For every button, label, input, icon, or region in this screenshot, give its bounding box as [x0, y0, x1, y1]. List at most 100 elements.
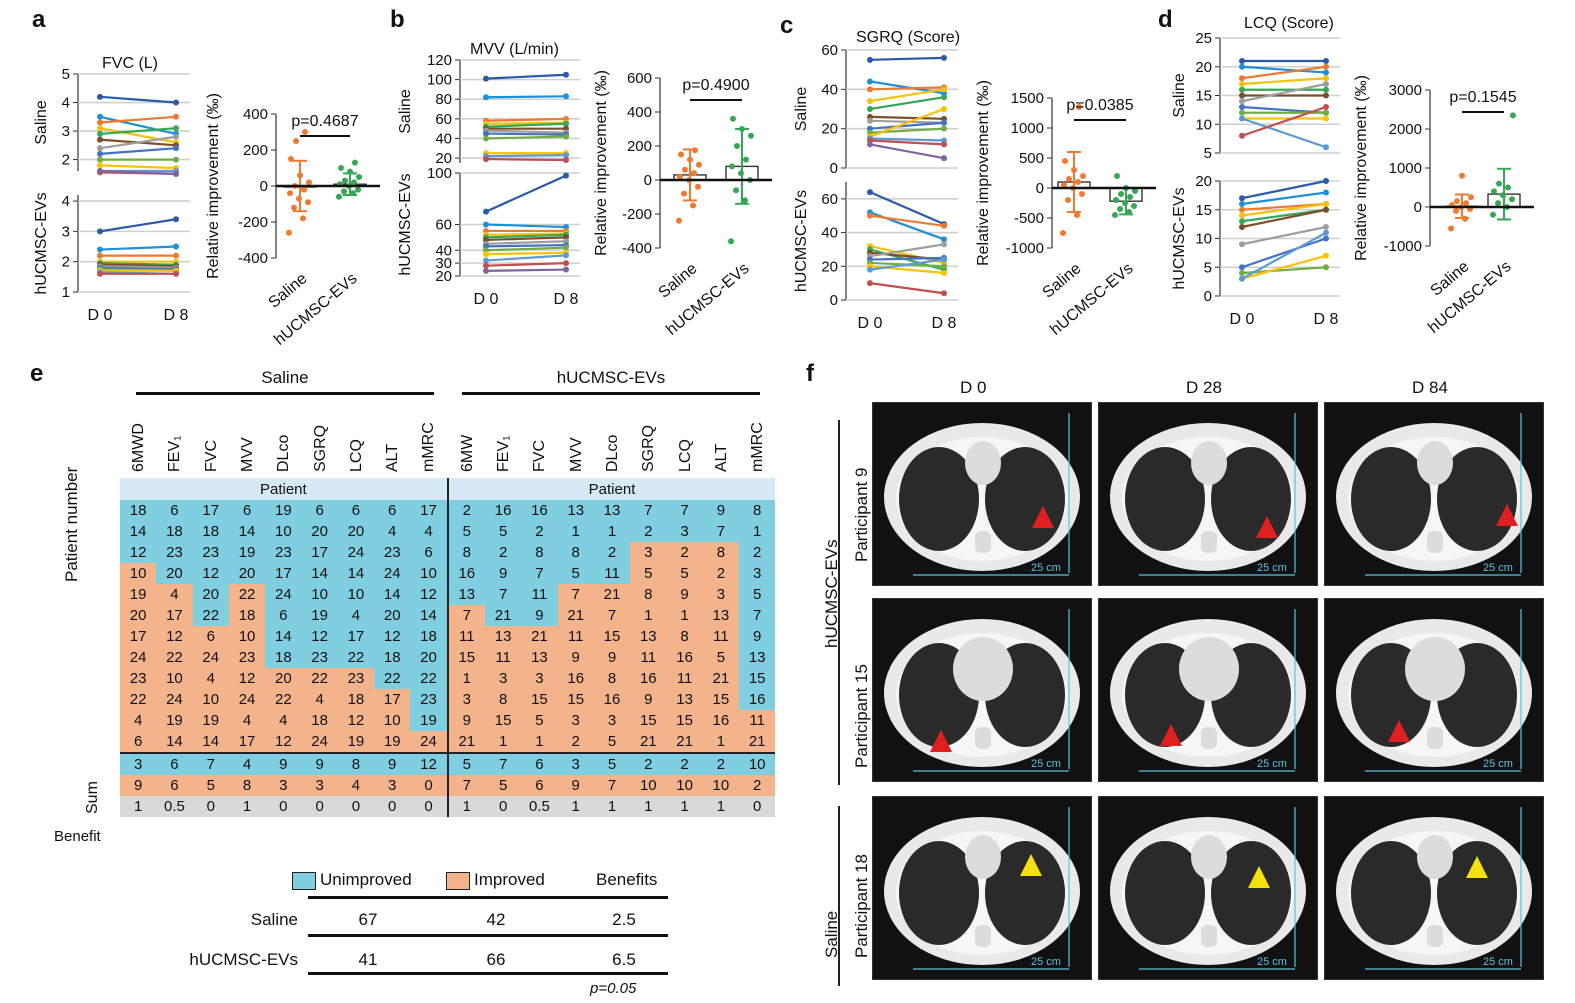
data-point [1076, 104, 1082, 110]
data-point [941, 263, 947, 270]
y-tick-label: 60 [435, 111, 452, 128]
y-tick-label: 0 [644, 172, 652, 189]
sum-cell-improved: 7 [447, 775, 485, 796]
y-tick-label: 400 [627, 104, 652, 121]
series-line [1241, 191, 1327, 206]
series-line [485, 240, 567, 245]
data-point [1239, 92, 1245, 99]
table-cell: 2 [739, 542, 776, 563]
data-point [305, 199, 311, 206]
table-cell: 13 [593, 500, 631, 521]
data-point [941, 54, 947, 61]
svg-text:25 cm: 25 cm [1031, 956, 1061, 968]
y-tick-label: 60 [435, 217, 452, 234]
table-cell: 17 [265, 563, 302, 584]
table-cell: 4 [228, 710, 266, 731]
y-tick-label: 100 [427, 72, 452, 89]
data-point [1131, 203, 1137, 209]
series-line [1241, 82, 1327, 103]
data-point [1323, 104, 1329, 110]
data-point [682, 166, 688, 173]
series-line [1241, 254, 1327, 280]
data-point [350, 190, 356, 197]
table-cell: 1 [557, 521, 594, 542]
ct-scan-image: 25 cm [872, 402, 1092, 586]
table-cell: 3 [666, 521, 703, 542]
table-cell: 13 [666, 689, 703, 710]
table-cell: 22 [265, 689, 302, 710]
data-point [1239, 241, 1245, 248]
y-tick-label: 25 [1195, 30, 1212, 47]
table-row: 14 18 18 14 10 20 20 4 4 5 5 2 1 1 2 3 7 1 [120, 521, 776, 542]
table-cell: 22 [410, 668, 449, 689]
table-cell: 20 [120, 605, 157, 626]
table-cell: 19 [374, 731, 411, 753]
sum-cell-improved: 10 [630, 775, 667, 796]
series-line [99, 262, 177, 266]
data-point [1468, 194, 1474, 201]
table-cell: 7 [593, 605, 631, 626]
table-cell: 14 [337, 563, 375, 584]
data-point [867, 98, 873, 105]
panel-label-a: a [32, 6, 46, 33]
data-point [1239, 81, 1245, 87]
series-line [869, 139, 945, 146]
table-cell: 3 [557, 710, 594, 731]
data-point [483, 208, 489, 215]
table-cell: 23 [228, 647, 266, 668]
data-point [1118, 191, 1124, 197]
table-cell: 24 [192, 647, 229, 668]
table-cell: 22 [301, 668, 338, 689]
data-point [97, 130, 103, 137]
benefit-cell: 0 [337, 796, 375, 817]
table-cell: 24 [301, 731, 338, 753]
y-tick-label: 1500 [1011, 90, 1044, 107]
column-header: SGRQ [311, 424, 329, 472]
data-point [351, 179, 357, 186]
y-tick-label: 2 [62, 152, 70, 169]
data-point [1463, 200, 1469, 207]
table-cell: 9 [666, 584, 703, 605]
ct-row-p18: Participant 18 [852, 854, 871, 958]
series-line [99, 164, 177, 170]
series-line [99, 266, 177, 271]
series-line [485, 268, 567, 272]
data-point [1495, 200, 1501, 207]
data-point [748, 132, 754, 139]
data-point [1114, 173, 1120, 179]
y-tick-label: 3000 [1389, 82, 1422, 99]
data-point [563, 266, 569, 273]
benefit-cell: 1 [120, 796, 157, 817]
data-point [696, 161, 702, 168]
series-line [869, 107, 945, 138]
table-cell: 11 [447, 626, 485, 647]
table-cell: 8 [666, 626, 703, 647]
data-point [1453, 207, 1459, 214]
data-point [483, 221, 489, 228]
series-line [485, 117, 567, 122]
ct-scan-drawing: 25 cm [884, 807, 1080, 970]
sum-cell-unimproved: 5 [447, 753, 485, 775]
summary-saline-improved: 42 [486, 910, 506, 929]
series-line [99, 95, 177, 104]
table-cell: 15 [666, 710, 703, 731]
table-cell: 2 [593, 542, 631, 563]
y-tick-label: 4 [62, 193, 70, 210]
data-point [941, 222, 947, 229]
data-point [356, 174, 362, 180]
data-point [173, 99, 179, 106]
y-tick-label: 10 [1195, 231, 1212, 248]
p-value: p=0.1545 [1449, 89, 1516, 106]
y-tick-label: 40 [821, 81, 838, 98]
table-cell: 21 [557, 605, 594, 626]
y-tick-label: 100 [427, 165, 452, 182]
series-line [1241, 202, 1327, 217]
svg-text:25 cm: 25 cm [1031, 562, 1061, 574]
data-point [695, 183, 701, 190]
table-cell: 2 [557, 731, 594, 753]
table-cell: 15 [702, 689, 740, 710]
legend-swatch-unimproved [292, 872, 316, 890]
table-cell: 10 [374, 710, 411, 731]
data-point [1459, 172, 1465, 179]
table-cell: 21 [521, 626, 558, 647]
